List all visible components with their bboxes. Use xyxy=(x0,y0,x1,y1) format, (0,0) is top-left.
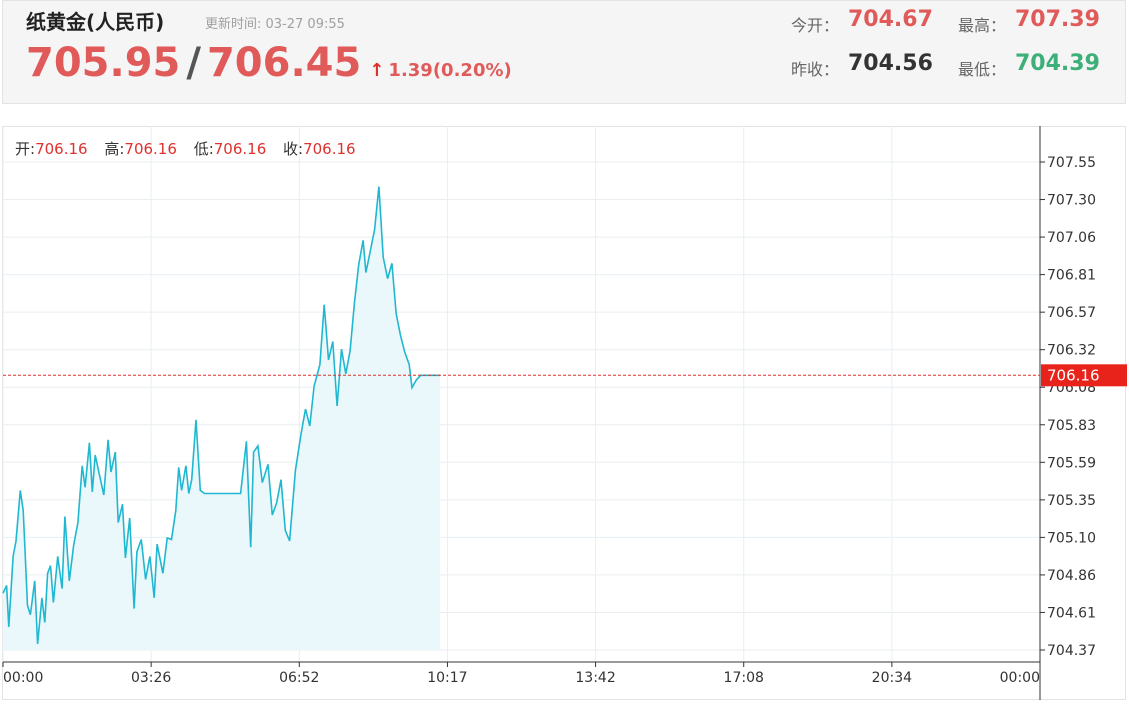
update-time: 更新时间: 03-27 09:55 xyxy=(205,17,345,32)
arrow-up-icon: ↑ xyxy=(369,60,385,81)
chart-grid xyxy=(2,126,1041,700)
open-value: 704.67 xyxy=(848,7,933,32)
low-value: 704.39 xyxy=(1015,51,1100,76)
high-label: 最高： xyxy=(958,16,1007,35)
y-tick-label: 707.06 xyxy=(1047,230,1096,246)
ohlc-low-value: 706.16 xyxy=(213,140,267,158)
quote-header xyxy=(2,0,1126,104)
ohlc-low-label: 低: xyxy=(193,140,214,158)
x-tick-label: 03:26 xyxy=(131,670,171,686)
bid-price: 705.95 xyxy=(26,40,181,86)
ohlc-readout: 开:706.16 高:706.16 低:706.16 收:706.16 xyxy=(15,138,368,159)
ask-price: 706.45 xyxy=(206,40,362,86)
x-tick-label: 13:42 xyxy=(575,670,615,686)
ohlc-open-label: 开: xyxy=(15,140,36,158)
open-label: 今开： xyxy=(791,16,840,35)
y-tick-label: 705.35 xyxy=(1047,493,1096,509)
ohlc-open-value: 706.16 xyxy=(35,140,88,158)
prev-close-value: 704.56 xyxy=(848,51,933,76)
y-tick-label: 705.83 xyxy=(1047,418,1096,434)
x-tick-label: 17:08 xyxy=(724,670,764,686)
ohlc-close-value: 706.16 xyxy=(303,140,356,158)
y-tick-label: 707.55 xyxy=(1047,155,1096,171)
price-line xyxy=(2,186,441,644)
y-tick-label: 705.10 xyxy=(1047,530,1096,546)
x-tick-label: 20:34 xyxy=(872,670,912,686)
instrument-title: 纸黄金(人民币) xyxy=(26,10,165,34)
x-tick-label: 06:52 xyxy=(279,670,319,686)
ohlc-high-value: 706.16 xyxy=(124,140,177,158)
current-price-label: 706.16 xyxy=(1047,366,1100,384)
price-row: 705.95 / 706.45 ↑ 1.39(0.20%) xyxy=(26,40,512,90)
current-price-tag xyxy=(1041,364,1127,387)
x-tick-label: 10:17 xyxy=(427,670,467,686)
y-tick-label: 704.86 xyxy=(1047,568,1096,584)
ohlc-high-label: 高: xyxy=(104,140,125,158)
y-tick-label: 707.30 xyxy=(1047,193,1096,209)
x-axis: 00:00 03:26 06:52 10:17 13:42 17:08 20:34 00:00 xyxy=(2,662,1041,686)
y-tick-label: 706.81 xyxy=(1047,268,1096,284)
y-tick-label: 705.59 xyxy=(1047,455,1096,471)
y-axis: 707.55707.30707.06706.81706.57706.32706.… xyxy=(1040,155,1096,659)
price-separator: / xyxy=(186,40,201,86)
y-tick-label: 704.61 xyxy=(1047,605,1096,621)
price-change: 1.39(0.20%) xyxy=(388,60,512,81)
ohlc-close-label: 收: xyxy=(283,140,304,158)
high-value: 707.39 xyxy=(1015,7,1100,32)
prev-close-label: 昨收： xyxy=(791,60,840,79)
price-area xyxy=(3,186,441,650)
y-tick-label: 706.57 xyxy=(1047,305,1096,321)
low-label: 最低： xyxy=(958,60,1007,79)
x-tick-label: 00:00 xyxy=(1000,670,1040,686)
x-tick-label: 00:00 xyxy=(3,670,43,686)
y-tick-label: 704.37 xyxy=(1047,643,1096,659)
y-tick-label: 706.32 xyxy=(1047,343,1096,359)
